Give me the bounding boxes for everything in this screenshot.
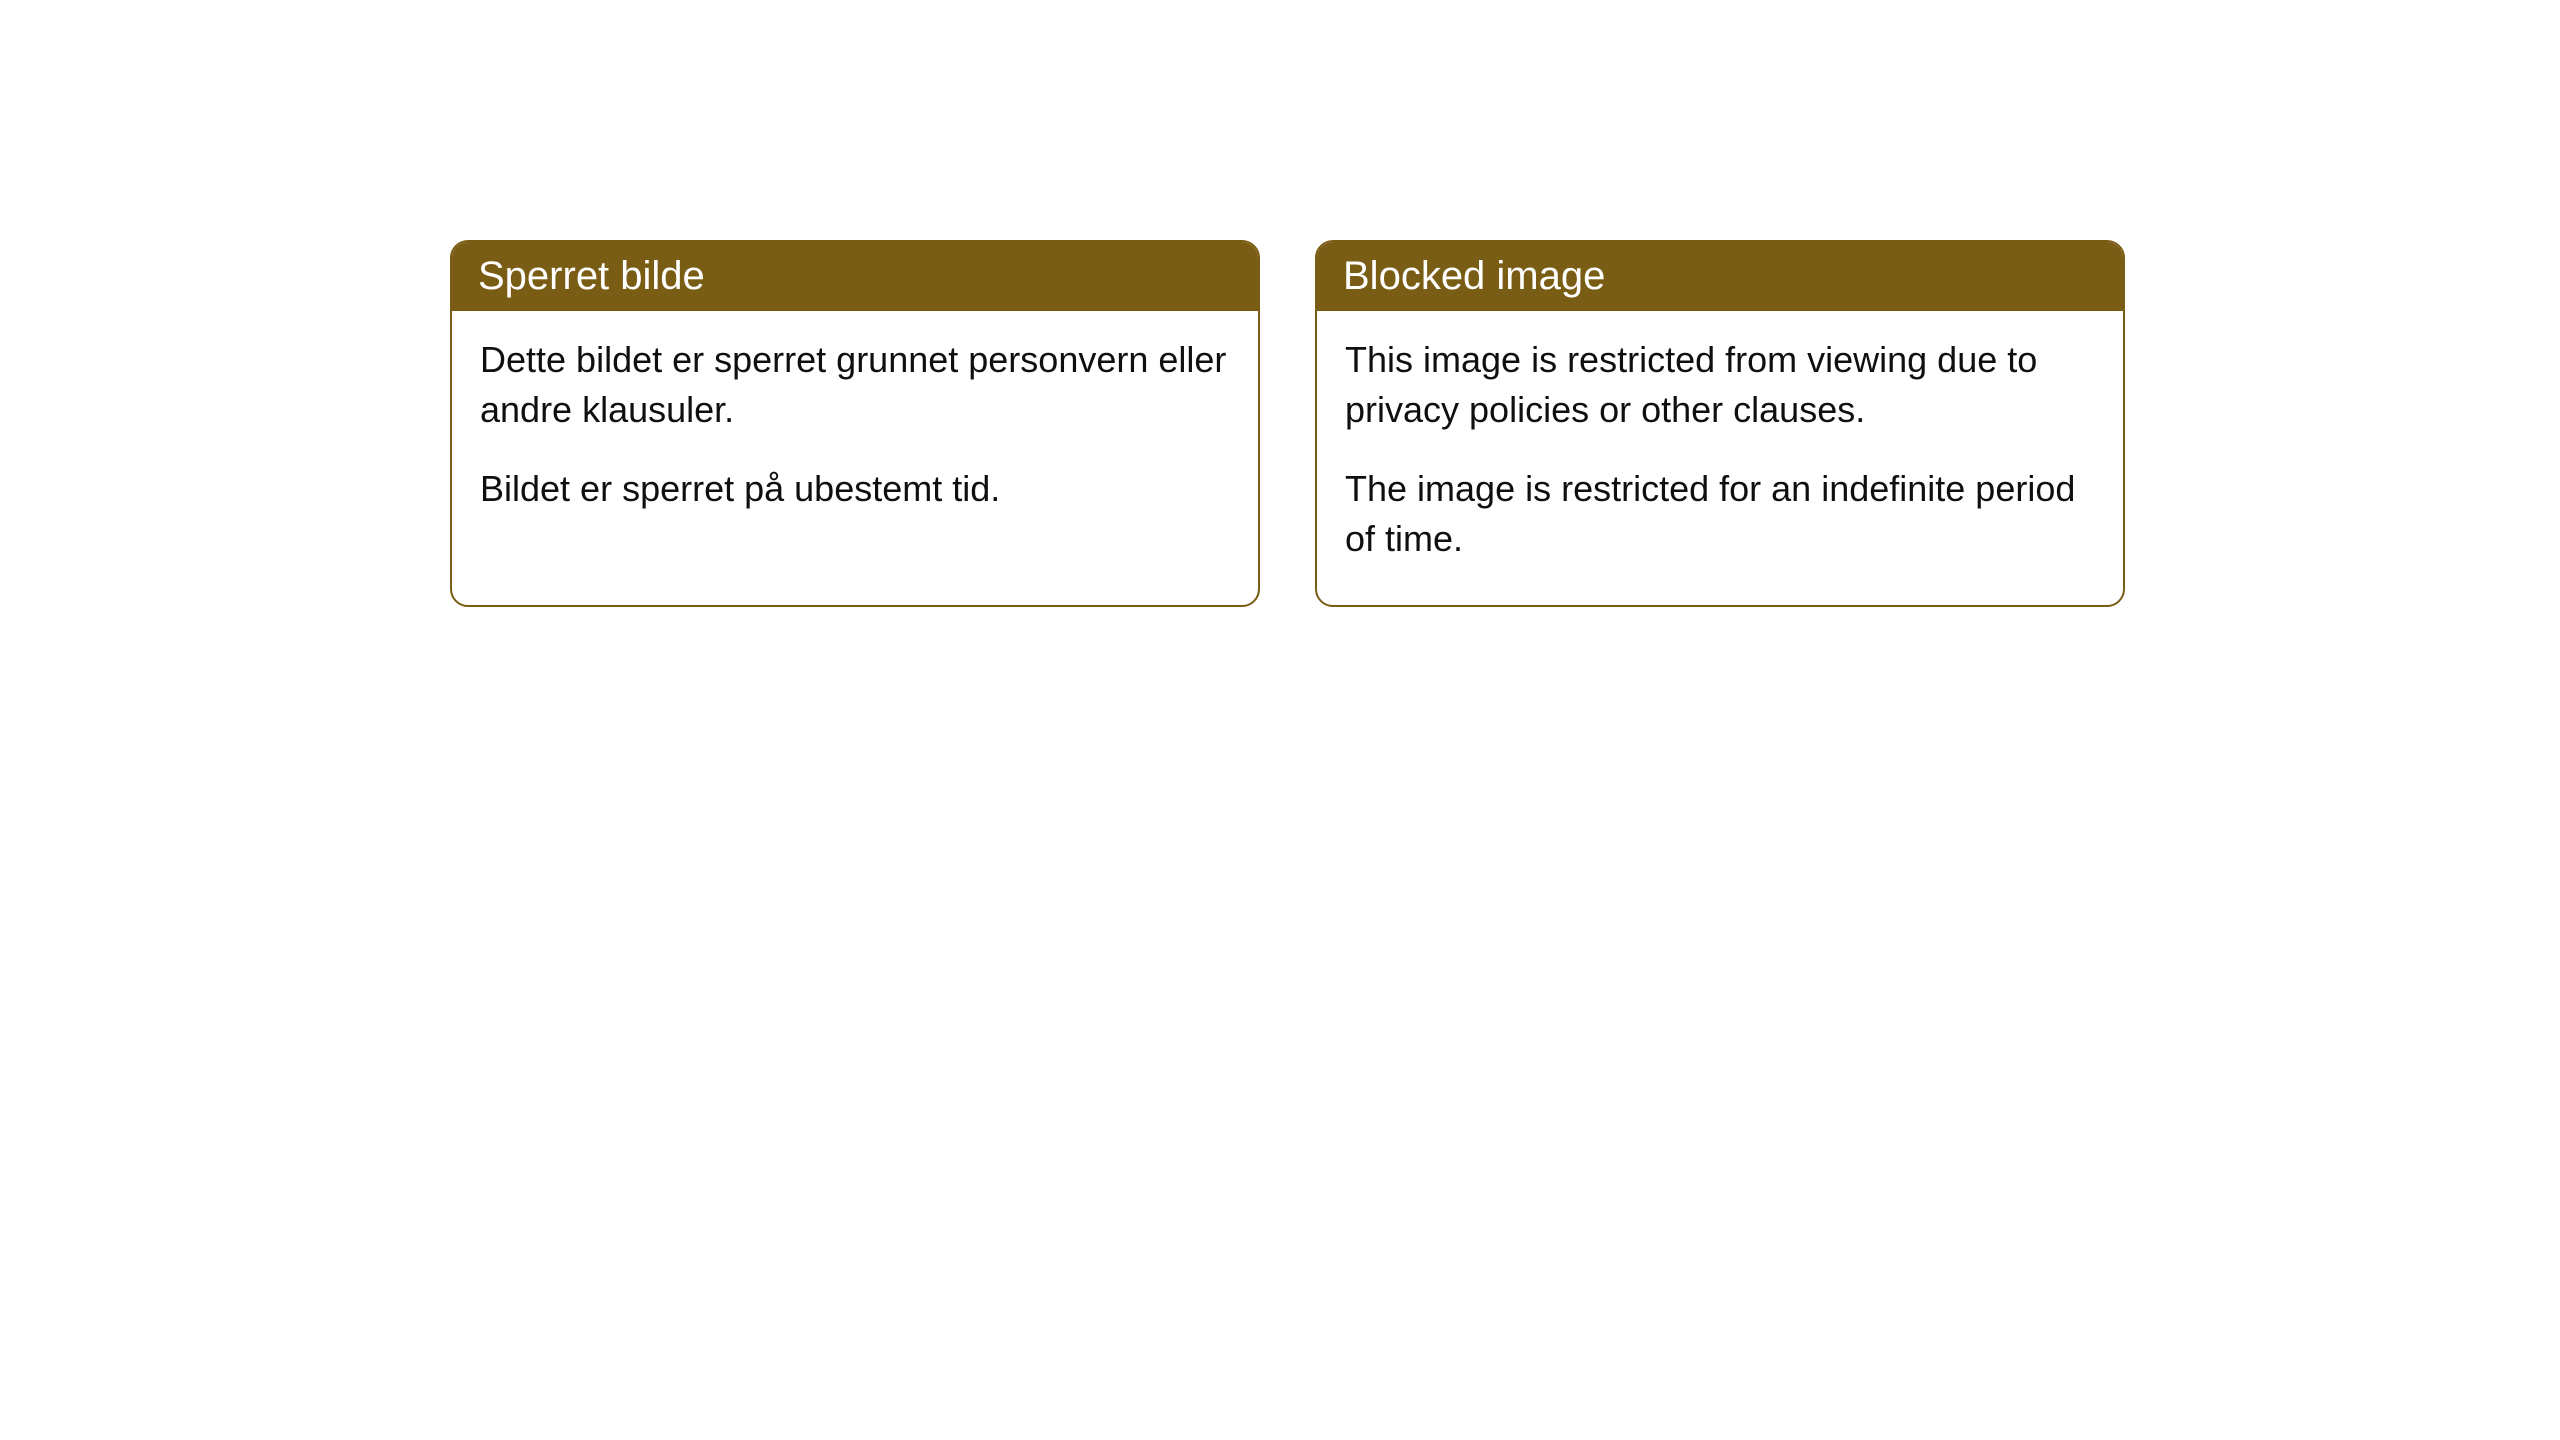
card-title: Sperret bilde <box>478 254 705 298</box>
card-paragraph: Dette bildet er sperret grunnet personve… <box>480 335 1230 436</box>
card-paragraph: Bildet er sperret på ubestemt tid. <box>480 464 1230 514</box>
card-paragraph: The image is restricted for an indefinit… <box>1345 464 2095 565</box>
card-paragraph: This image is restricted from viewing du… <box>1345 335 2095 436</box>
notice-cards-container: Sperret bilde Dette bildet er sperret gr… <box>450 240 2125 607</box>
card-title: Blocked image <box>1343 254 1605 298</box>
card-header-norwegian: Sperret bilde <box>452 242 1258 311</box>
notice-card-norwegian: Sperret bilde Dette bildet er sperret gr… <box>450 240 1260 607</box>
card-header-english: Blocked image <box>1317 242 2123 311</box>
card-body-norwegian: Dette bildet er sperret grunnet personve… <box>452 311 1258 554</box>
card-body-english: This image is restricted from viewing du… <box>1317 311 2123 605</box>
notice-card-english: Blocked image This image is restricted f… <box>1315 240 2125 607</box>
